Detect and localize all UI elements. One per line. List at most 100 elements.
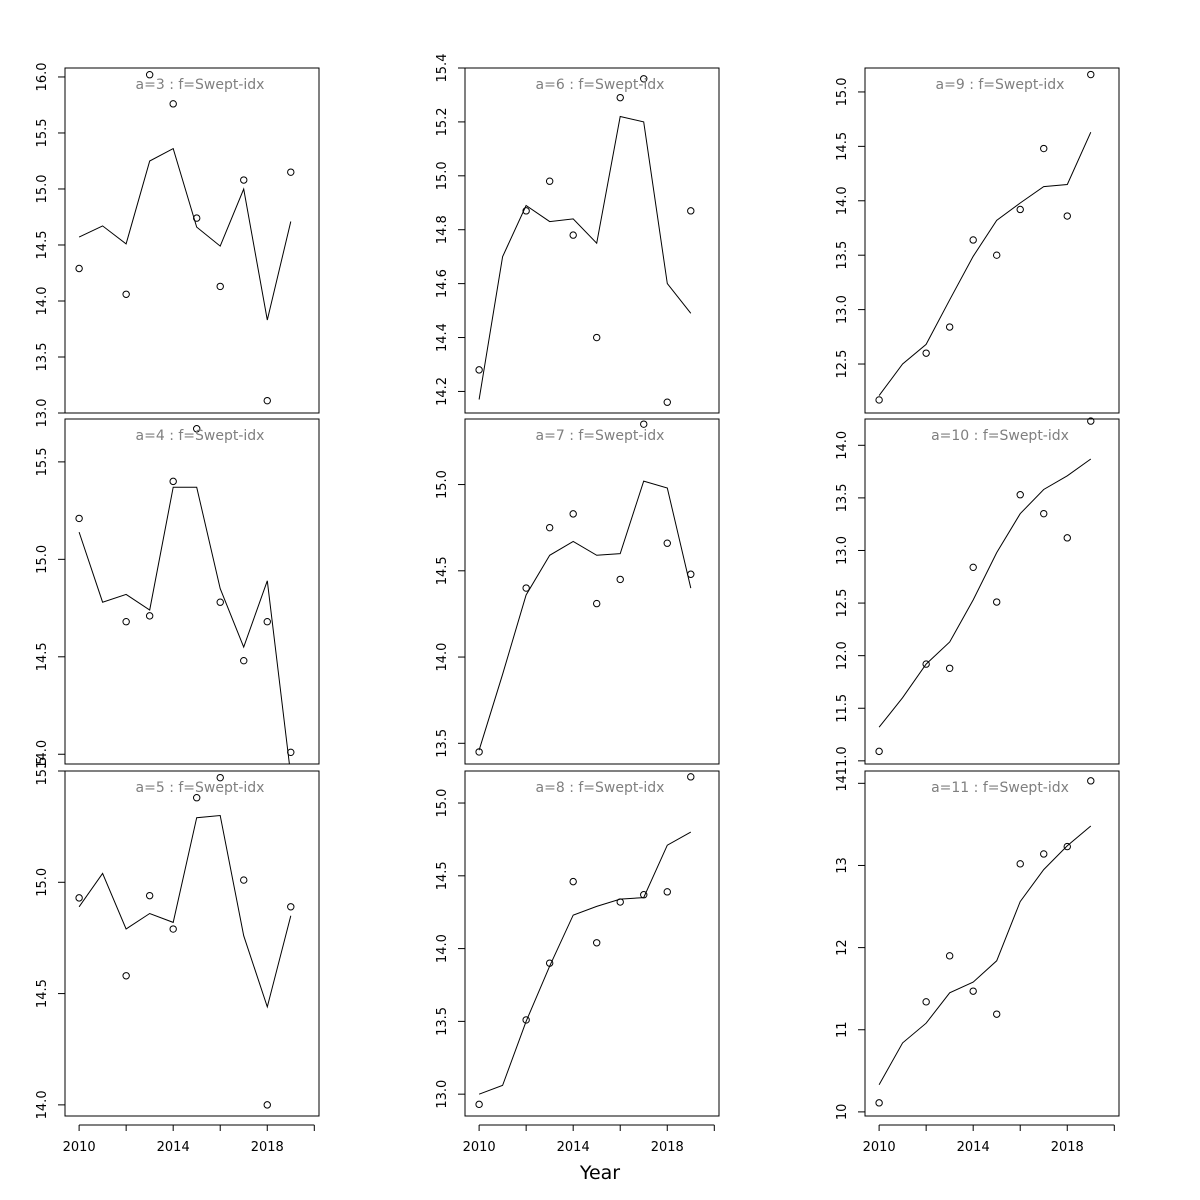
- y-tick-label: 15.0: [35, 174, 50, 203]
- plot-frame: [64, 418, 320, 765]
- y-tick-label: 15.5: [35, 757, 50, 786]
- observed-point: [122, 618, 130, 626]
- y-tick-label: 15.2: [435, 107, 450, 136]
- y-tick-label: 14.0: [835, 431, 850, 460]
- y-tick-label: 14.0: [435, 643, 450, 672]
- y-tick-label: 15.0: [435, 161, 450, 190]
- observed-point: [75, 894, 83, 902]
- y-tick-label: 12: [835, 939, 850, 956]
- fitted-series-line: [878, 825, 1092, 1086]
- observed-point: [263, 396, 271, 405]
- y-tick-label: 10: [835, 1104, 850, 1121]
- observed-point: [569, 877, 577, 886]
- plot-frame: [64, 770, 320, 1117]
- observed-point: [593, 599, 601, 608]
- y-tick-label: 14.4: [435, 323, 450, 352]
- panel-title: a=10 : f=Swept-idx: [931, 428, 1069, 444]
- panel-5: 13.5 14.0 14.5 15.0 a=7 : f=Swept-idx: [435, 418, 720, 765]
- observed-point: [263, 1101, 271, 1109]
- observed-point: [616, 898, 624, 906]
- panel-title: a=11 : f=Swept-idx: [931, 780, 1069, 796]
- y-tick-label: 14.5: [35, 979, 50, 1008]
- y-tick-label: 14.5: [435, 861, 450, 890]
- observed-point: [240, 176, 248, 184]
- observed-point: [593, 333, 601, 342]
- observed-point: [945, 664, 954, 672]
- observed-point: [969, 563, 977, 572]
- observed-point: [1087, 70, 1095, 79]
- observed-point: [522, 207, 530, 215]
- observed-point: [875, 396, 883, 404]
- y-tick-label: 14.5: [35, 642, 50, 671]
- observed-point: [945, 952, 954, 960]
- panel-8: 11.0 11.5 12.0 12.5 13.0 13.5 14.0 a=10 : f=Swe…: [835, 417, 1120, 775]
- observed-point: [193, 425, 201, 433]
- y-tick-label: 14.0: [435, 934, 450, 963]
- y-tick-label: 14.0: [35, 740, 50, 769]
- y-tick-label: 11.5: [835, 694, 850, 723]
- fitted-series-line: [878, 458, 1092, 728]
- panels-group: 13.0 13.5 14.0 14.5 15.0 15.5 16.0 a=3 : f=Swep…: [35, 54, 1120, 1155]
- observed-point: [875, 1099, 883, 1107]
- panel-9: 10 11 12 13 14 2010 2014 2018 a=11 : f=Swept-idx: [835, 770, 1120, 1155]
- observed-point: [216, 773, 224, 782]
- panel-title: a=3 : f=Swept-idx: [136, 77, 265, 93]
- observed-point: [1040, 850, 1048, 858]
- y-tick-label: 14.6: [435, 269, 450, 298]
- panel-4: 14.2 14.4 14.6 14.8 15.0 15.2 15.4 a=6 : f=Swep…: [435, 54, 720, 414]
- y-tick-label: 15.5: [35, 118, 50, 147]
- observed-point: [1016, 860, 1024, 868]
- plot-frame: [864, 67, 1120, 414]
- observed-point: [287, 903, 295, 911]
- panel-title: a=8 : f=Swept-idx: [536, 780, 665, 796]
- y-tick-label: 13: [835, 857, 850, 874]
- panel-title: a=7 : f=Swept-idx: [536, 428, 665, 444]
- observed-point: [545, 177, 554, 185]
- observed-point: [875, 747, 883, 756]
- y-tick-label: 13.0: [435, 1080, 450, 1109]
- observed-point: [1063, 842, 1071, 851]
- observed-point: [122, 290, 130, 298]
- x-tick-label: 2010: [863, 1140, 896, 1155]
- y-tick-label: 14.5: [435, 556, 450, 585]
- y-tick-label: 13.5: [35, 343, 50, 372]
- y-tick-label: 13.5: [435, 729, 450, 758]
- y-tick-label: 11: [835, 1021, 850, 1038]
- observed-point: [216, 598, 224, 606]
- observed-point: [122, 972, 130, 980]
- y-tick-label: 15.4: [435, 54, 450, 83]
- panel-7: 12.5 13.0 13.5 14.0 14.5 15.0 a=9 : f=Swept-id…: [835, 67, 1120, 414]
- y-tick-label: 15.0: [435, 470, 450, 499]
- y-tick-label: 13.5: [835, 241, 850, 270]
- observed-point: [193, 794, 201, 802]
- x-tick-label: 2018: [651, 1140, 684, 1155]
- y-tick-label: 14.8: [435, 215, 450, 244]
- observed-point: [569, 510, 577, 518]
- y-tick-label: 15.0: [35, 545, 50, 574]
- observed-point: [475, 366, 483, 374]
- observed-point: [240, 656, 248, 665]
- fitted-series-line: [78, 147, 292, 321]
- observed-point: [169, 477, 177, 486]
- panel-title: a=6 : f=Swept-idx: [536, 77, 665, 93]
- observed-point: [640, 75, 648, 83]
- y-tick-label: 13.5: [835, 483, 850, 512]
- observed-point: [545, 959, 554, 967]
- observed-point: [216, 282, 224, 291]
- observed-point: [969, 987, 977, 995]
- observed-point: [569, 231, 577, 239]
- x-axis-label: Year: [579, 1162, 620, 1184]
- y-tick-label: 12.0: [835, 641, 850, 670]
- observed-point: [545, 523, 554, 532]
- observed-point: [687, 773, 695, 781]
- observed-point: [687, 570, 695, 578]
- panel-title: a=5 : f=Swept-idx: [136, 780, 265, 796]
- y-tick-label: 14: [835, 775, 850, 792]
- plot-frame: [464, 418, 720, 765]
- observed-point: [263, 618, 271, 626]
- observed-point: [169, 925, 177, 933]
- fitted-series-line: [78, 486, 290, 764]
- observed-point: [663, 398, 671, 406]
- observed-point: [475, 748, 483, 756]
